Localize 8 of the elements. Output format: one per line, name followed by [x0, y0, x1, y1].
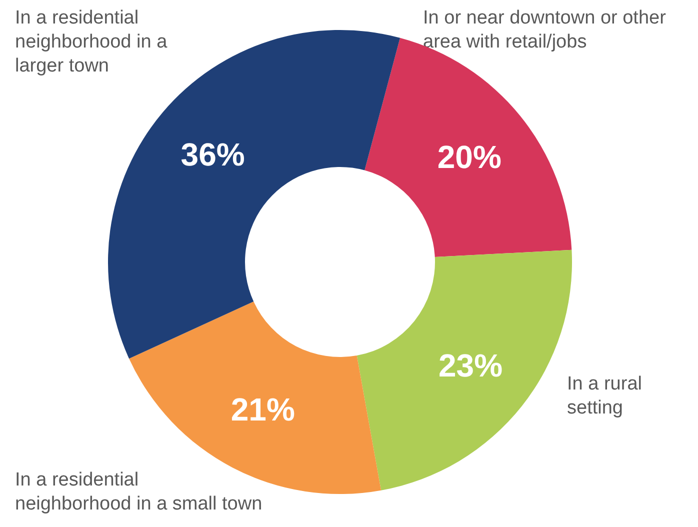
data-label: 36%: [180, 136, 245, 173]
slice-label: In a rural setting: [567, 374, 642, 418]
data-label: 21%: [230, 392, 295, 428]
data-label: 23%: [438, 347, 503, 384]
slice-label: In a residential neighborhood in a larger town: [15, 8, 168, 76]
data-label: 20%: [437, 139, 502, 176]
slice-label: In or near downtown or other area with retail/jobs: [423, 8, 667, 52]
slice-label: In a residential neighborhood in a small town: [15, 470, 262, 514]
